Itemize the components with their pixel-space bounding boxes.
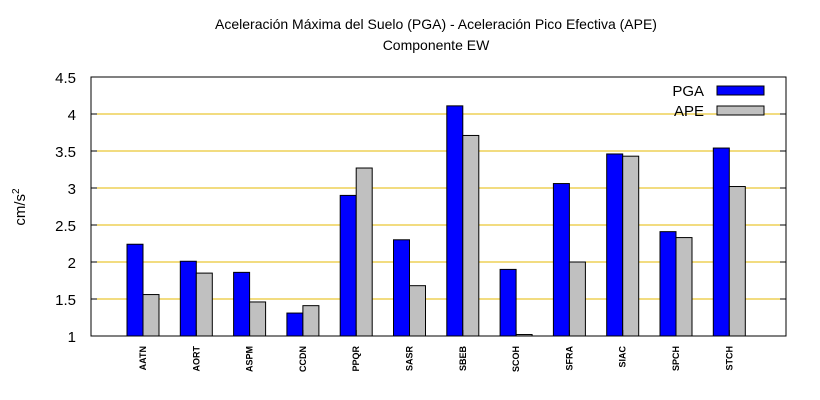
x-tick-label: SPCH — [671, 346, 681, 371]
bar-ape — [142, 294, 160, 337]
x-tick-label: SFRA — [564, 346, 574, 371]
legend-swatch-pga — [716, 85, 765, 96]
x-tick-label: SIAC — [618, 346, 628, 368]
x-tick-label: STCH — [724, 346, 734, 371]
x-tick-label: CCDN — [298, 346, 308, 372]
bar-pga — [499, 268, 517, 337]
bar-ape — [409, 285, 426, 337]
bar-pga — [179, 260, 197, 337]
chart-subtitle: Componente EW — [382, 37, 490, 53]
y-tick-label: 4 — [68, 107, 76, 124]
x-tick-label: ASPM — [245, 346, 255, 372]
bar-pga — [339, 194, 357, 337]
bar-pga — [286, 312, 304, 337]
bar-ape — [622, 155, 640, 337]
bar-ape — [728, 186, 746, 337]
legend-label-pga: PGA — [672, 83, 704, 100]
bar-ape — [302, 305, 320, 337]
bar-pga — [126, 243, 144, 337]
bar-ape — [568, 261, 586, 337]
bar-pga — [659, 231, 677, 337]
y-tick-label: 3.5 — [55, 144, 76, 161]
bar-pga — [446, 105, 464, 337]
chart-title: Aceleración Máxima del Suelo (PGA) - Ace… — [215, 16, 657, 32]
bar-ape — [462, 134, 480, 337]
y-tick-label: 4.5 — [55, 70, 76, 87]
plot-frame — [90, 76, 787, 337]
legend-label-ape: APE — [674, 103, 704, 120]
x-tick-label: PPQR — [351, 346, 361, 372]
y-tick-label: 3 — [68, 181, 76, 198]
bar-pga — [712, 147, 730, 337]
bar-ape — [675, 237, 693, 337]
x-tick-label: SASR — [405, 346, 415, 372]
bar-pga — [606, 153, 624, 337]
x-tick-label: SBEB — [458, 346, 468, 372]
bar-ape — [249, 301, 267, 337]
bar-pga — [552, 183, 570, 337]
bar-ape — [355, 167, 373, 337]
bar-ape — [195, 272, 213, 337]
y-tick-label: 1 — [68, 329, 76, 346]
y-tick-label: 1.5 — [55, 292, 76, 309]
y-tick-label: 2 — [68, 255, 76, 272]
y-tick-label: 2.5 — [55, 218, 76, 235]
bar-pga — [393, 239, 410, 337]
x-tick-label: SCOH — [511, 346, 521, 372]
x-tick-label: AATN — [138, 346, 148, 370]
x-tick-label: AORT — [191, 346, 201, 372]
bar-pga — [233, 271, 251, 337]
legend-swatch-ape — [716, 105, 765, 116]
